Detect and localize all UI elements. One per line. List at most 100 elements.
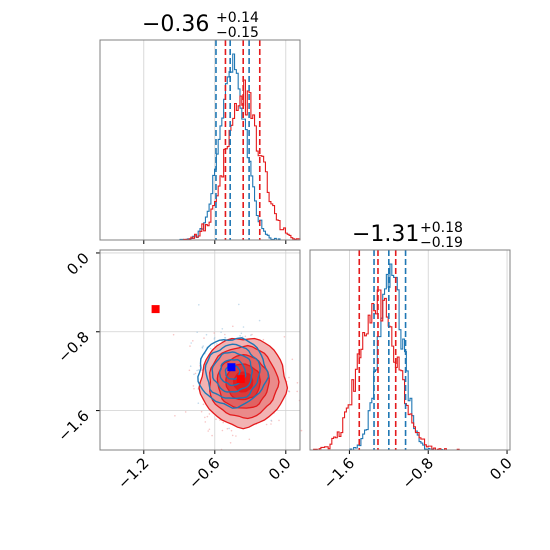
scatter-point [215, 418, 217, 421]
scatter-point [296, 382, 299, 384]
scatter-point [208, 413, 211, 415]
scatter-point [200, 410, 203, 413]
scatter-point [300, 429, 303, 432]
hist2-frame [309, 249, 511, 451]
scatter-point [226, 427, 229, 430]
hist2-blue-series [310, 263, 510, 451]
scatter-point [205, 333, 208, 336]
joint-blue-contour-1 [204, 343, 261, 400]
scatter-point [174, 415, 176, 417]
scatter-point [229, 442, 232, 444]
histogram-param-2 [309, 249, 511, 454]
hist2-xlabel-1: −0.8 [399, 454, 437, 492]
title-1-main: −0.36 [142, 12, 209, 37]
hist1-blue-series [100, 53, 300, 241]
joint-blue-contour-4 [224, 364, 241, 380]
scatter-point [213, 332, 215, 334]
tick-labels: −1.2 −0.6 0.0 −1.6 −0.8 0.0 −1.6 −0.8 0.0 [54, 249, 516, 493]
blue-marker [227, 363, 236, 372]
scatter-point [202, 403, 205, 406]
title-2-sub: −0.19 [420, 235, 463, 251]
scatter-point [265, 423, 268, 426]
title-1-sub: −0.15 [216, 25, 259, 41]
scatter-point [240, 332, 243, 335]
scatter-point [288, 390, 290, 392]
scatter-point [198, 304, 200, 306]
histogram-param-1 [99, 39, 301, 244]
hist2-xlabel-2: 0.0 [486, 454, 516, 484]
scatter-point [235, 435, 237, 437]
joint-xlabel-0: −1.2 [114, 454, 152, 492]
scatter-point [283, 336, 286, 338]
title-1-sup: +0.14 [216, 10, 259, 26]
scatter-point [209, 347, 212, 350]
joint-ylabel-1: −0.8 [54, 328, 92, 366]
scatter-point [190, 342, 192, 344]
scatter-point [196, 369, 198, 372]
joint-frame [99, 249, 301, 451]
joint-ylabel-2: 0.0 [63, 249, 93, 279]
scatter-point [206, 415, 209, 418]
scatter-point [230, 429, 233, 432]
scatter-point [238, 303, 240, 306]
title-param-2: −1.31 +0.18 −0.19 [352, 217, 468, 251]
scatter-point [221, 328, 224, 330]
title-2-sup: +0.18 [420, 220, 463, 236]
scatter-point [194, 372, 197, 375]
scatter-point [216, 343, 218, 345]
scatter-point [270, 419, 273, 422]
scatter-point [228, 427, 230, 430]
scatter-point [189, 365, 192, 368]
scatter-point [193, 373, 195, 376]
hist1-red-series [100, 79, 301, 241]
scatter-point [201, 346, 204, 349]
scatter-point [224, 337, 227, 339]
scatter-point [262, 338, 265, 341]
scatter-point [203, 337, 205, 339]
scatter-point [232, 325, 234, 328]
scatter-point [189, 345, 191, 347]
scatter-point [222, 421, 224, 424]
joint-blue-contour-2 [211, 351, 253, 393]
hist1-frame [99, 39, 301, 241]
scatter-point [202, 345, 204, 347]
hist2-red-series [310, 289, 510, 451]
scatter-point [213, 338, 216, 340]
scatter-point [278, 419, 280, 422]
scatter-point [197, 369, 200, 371]
scatter-point [197, 402, 200, 405]
scatter-point [184, 411, 187, 413]
joint-xlabel-1: −0.6 [185, 454, 223, 492]
scatter-point [220, 331, 222, 334]
scatter-point [172, 333, 175, 336]
scatter-point [258, 319, 261, 322]
joint-density-panel [96, 249, 303, 454]
scatter-point [208, 428, 211, 431]
scatter-point [288, 376, 290, 379]
hist2-xlabel-0: −1.6 [320, 454, 358, 492]
scatter-point [196, 331, 198, 334]
scatter-point [192, 385, 195, 387]
scatter-point [231, 434, 234, 437]
scatter-point [250, 334, 252, 336]
scatter-point [204, 416, 206, 419]
joint-ylabel-0: −1.6 [54, 407, 92, 445]
scatter-point [219, 419, 221, 421]
scatter-point [244, 335, 247, 338]
scatter-point [224, 333, 226, 336]
scatter-point [291, 358, 294, 361]
scatter-point [207, 430, 209, 432]
joint-blue-contour-0 [197, 337, 270, 409]
joint-xlabel-2: 0.0 [265, 454, 295, 484]
scatter-point [239, 334, 241, 337]
scatter-point [188, 369, 191, 372]
scatter-point [270, 423, 272, 425]
scatter-point [221, 429, 224, 432]
title-2-main: −1.31 [352, 222, 419, 247]
scatter-point [248, 438, 251, 441]
red-marker-1 [151, 305, 160, 314]
scatter-point [193, 387, 195, 390]
scatter-point [192, 340, 194, 342]
scatter-point [296, 390, 299, 393]
